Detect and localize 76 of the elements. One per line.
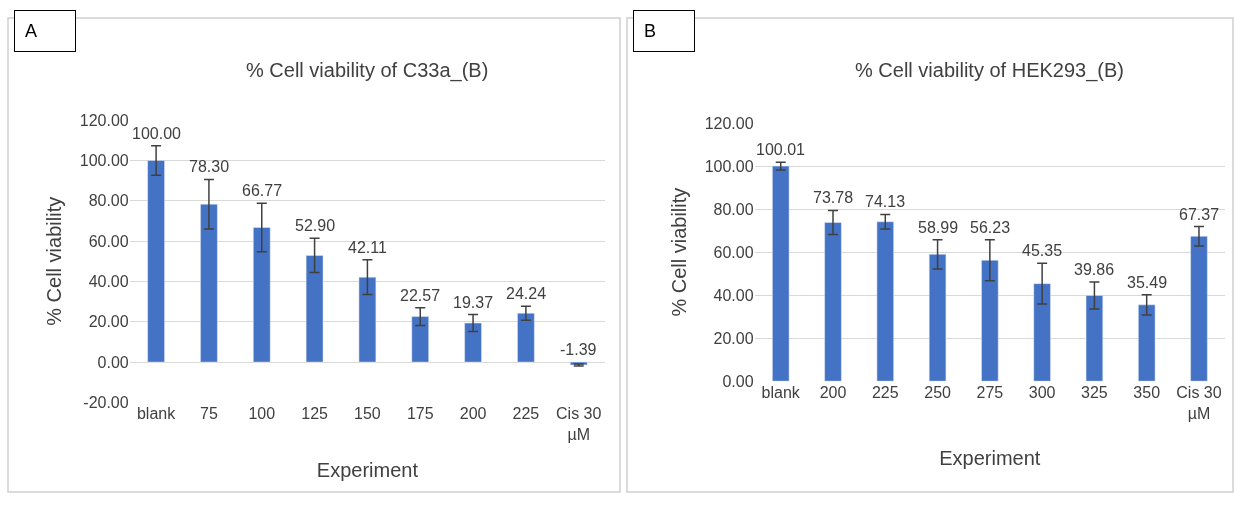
y-tick-label: 80.00 — [88, 192, 129, 210]
y-tick-label: 100.00 — [79, 152, 129, 170]
x-tick-label: 200 — [459, 405, 487, 423]
data-label: 56.23 — [970, 219, 1011, 236]
data-label: 73.78 — [813, 189, 854, 206]
bar — [824, 222, 842, 382]
data-label: 78.30 — [189, 158, 230, 175]
y-tick-label: 0.00 — [97, 353, 129, 371]
y-tick-label: 100.00 — [704, 157, 754, 175]
y-tick-label: 80.00 — [713, 200, 754, 218]
text: A — [25, 21, 38, 41]
x-axis-title: Experiment — [316, 458, 419, 481]
x-tick-label: 125 — [301, 405, 329, 423]
data-label: 58.99 — [918, 219, 959, 236]
bar — [981, 259, 999, 382]
y-tick-label: 20.00 — [88, 313, 129, 331]
x-tick-label: 75 — [200, 405, 218, 423]
x-tick-label: 175 — [406, 405, 434, 423]
data-label: 24.24 — [506, 285, 547, 302]
data-label: 74.13 — [865, 193, 906, 210]
data-label: 45.35 — [1022, 242, 1063, 259]
y-tick-label: -20.00 — [83, 394, 129, 412]
data-label: 39.86 — [1074, 261, 1115, 278]
bar — [253, 227, 271, 363]
bar — [928, 254, 947, 382]
x-tick-label: 150 — [354, 405, 381, 423]
data-label: 100.00 — [132, 125, 182, 142]
bar — [772, 165, 790, 382]
bar — [517, 312, 535, 363]
data-label: -1.39 — [560, 341, 597, 358]
x-tick-label: 275 — [976, 384, 1004, 402]
data-label: 22.57 — [400, 287, 441, 304]
data-label: 42.11 — [348, 239, 387, 256]
x-tick-label: 250 — [924, 384, 952, 402]
x-tick-label: 225 — [871, 384, 899, 402]
bar — [876, 221, 894, 382]
bar — [147, 160, 165, 363]
y-tick-label: 0.00 — [722, 372, 754, 390]
y-axis-title: % Cell viability — [668, 187, 691, 317]
x-tick-label: 325 — [1081, 384, 1108, 402]
y-tick-label: 120.00 — [704, 114, 754, 132]
x-tick-label: 200 — [819, 384, 847, 402]
data-label: 100.01 — [756, 141, 806, 158]
text: B — [644, 21, 657, 41]
chart-title: % Cell viability of C33a_(B) — [246, 59, 489, 82]
y-tick-label: 40.00 — [88, 273, 129, 291]
bar — [464, 322, 482, 363]
y-tick-label: 60.00 — [713, 243, 754, 261]
x-tick-label: 300 — [1028, 384, 1056, 402]
x-tick-label: 100 — [248, 405, 276, 423]
bar — [411, 316, 429, 363]
chart-title: % Cell viability of HEK293_(B) — [855, 59, 1124, 82]
bar — [1033, 283, 1051, 382]
x-tick-label: blank — [136, 405, 177, 423]
y-tick-label: 20.00 — [713, 329, 754, 347]
data-label: 66.77 — [242, 182, 283, 199]
x-tick-label: Cis 30 µM — [556, 405, 602, 444]
bar — [358, 276, 377, 363]
x-tick-label: Cis 30 µM — [1176, 384, 1222, 422]
y-tick-label: 60.00 — [88, 232, 129, 250]
y-tick-label: 40.00 — [713, 286, 754, 304]
data-label: 19.37 — [453, 294, 494, 311]
x-tick-label: 350 — [1133, 384, 1161, 402]
x-tick-label: blank — [761, 384, 801, 402]
bar — [1085, 295, 1104, 382]
x-tick-label: 225 — [512, 405, 540, 423]
bar — [200, 203, 218, 363]
data-label: 67.37 — [1179, 206, 1220, 223]
x-axis-title: Experiment — [939, 447, 1041, 470]
data-label: 52.90 — [295, 217, 336, 234]
bar — [305, 255, 324, 363]
y-tick-label: 120.00 — [79, 111, 129, 129]
y-axis-title: % Cell viability — [43, 196, 66, 326]
bar — [1138, 304, 1156, 382]
bar — [1190, 236, 1208, 382]
data-label: 35.49 — [1127, 274, 1168, 291]
